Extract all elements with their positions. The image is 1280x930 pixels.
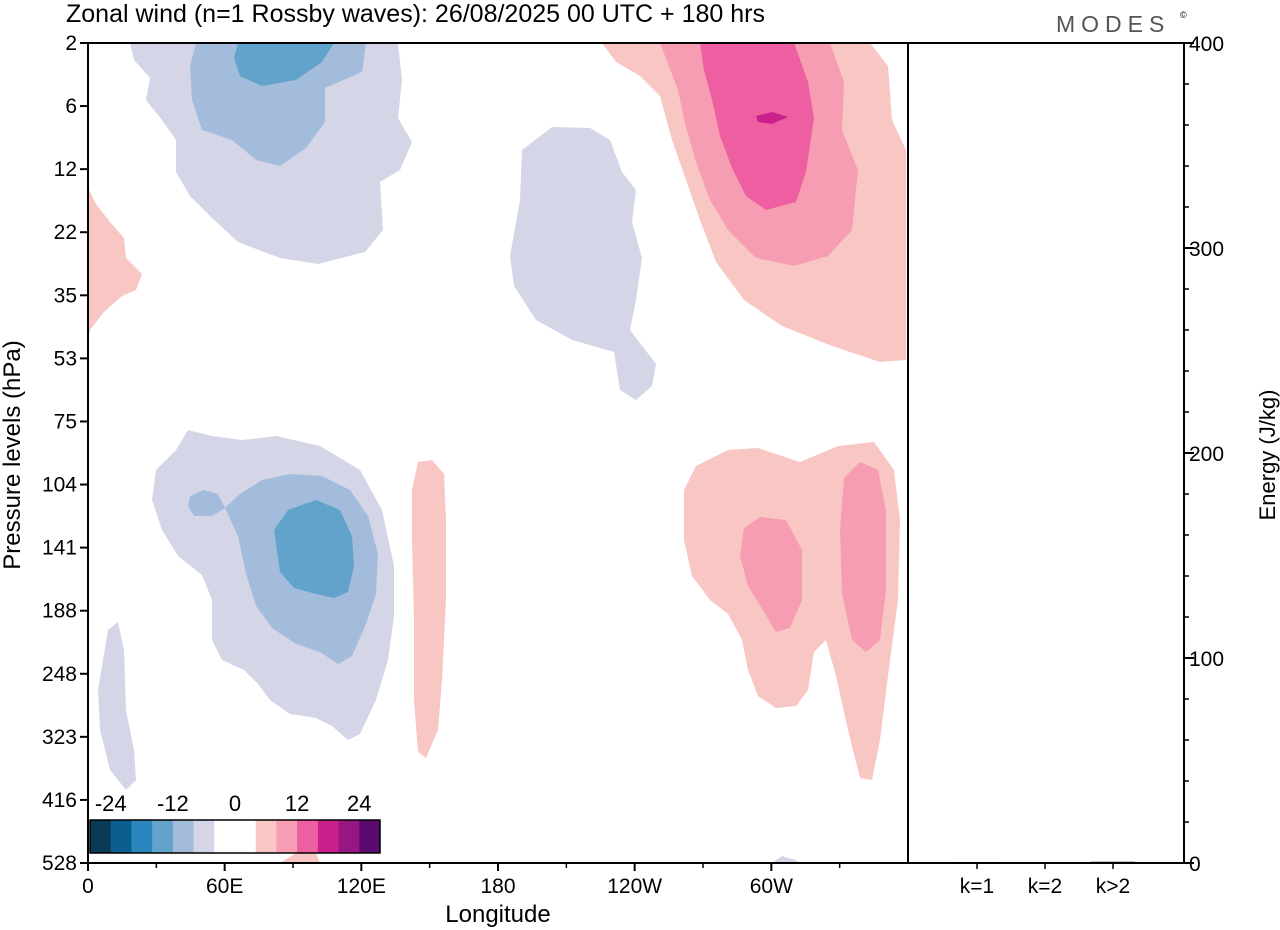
- colorbar-label: -12: [157, 791, 189, 816]
- colorbar-swatch: [131, 820, 153, 853]
- energy-category-label: k>2: [1096, 875, 1130, 898]
- contour-neg-left-edge-streak: [98, 622, 136, 790]
- contour-pos-upper-right-12: [700, 43, 814, 210]
- colorbar-label: -24: [95, 791, 127, 816]
- y-tick-label: 53: [54, 347, 77, 370]
- colorbar-swatch: [152, 820, 174, 853]
- contour-neg-bottom-small: [772, 856, 798, 863]
- contour-neg-upper-left-12: [234, 43, 334, 86]
- energy-axis-label: Energy (J/kg): [1255, 390, 1280, 521]
- colorbar-swatch: [255, 820, 277, 853]
- y-tick-label: 75: [54, 410, 77, 433]
- x-tick-label: 120E: [337, 875, 386, 898]
- colorbar-swatch: [276, 820, 298, 853]
- colorbar-swatch: [359, 820, 381, 853]
- y-axis: 2 6 12 22 35 53 75 104 141 188 248 323 416 528: [42, 32, 88, 875]
- colorbar-label: 12: [285, 791, 309, 816]
- energy-bars: k=1 k=2 k>2: [955, 861, 1135, 898]
- y-tick-label: 35: [54, 284, 77, 307]
- y-tick-label: 104: [42, 474, 77, 497]
- energy-bar: [1023, 862, 1067, 864]
- colorbar-swatch: [172, 820, 195, 853]
- colorbar-swatch: [214, 820, 236, 853]
- colorbar-frame: [89, 819, 381, 854]
- colorbar-swatch: [338, 820, 360, 853]
- x-tick-label: 60W: [750, 875, 793, 898]
- energy-axis: 0 100 200 300 400: [1184, 33, 1224, 876]
- y-tick-label: 22: [54, 221, 77, 244]
- contour-pos-lower-middle: [412, 460, 446, 758]
- energy-bar: [1091, 861, 1135, 863]
- colorbar-swatch: [193, 820, 215, 853]
- x-tick-label: 180: [480, 875, 515, 898]
- y-axis-label: Pressure levels (hPa): [0, 340, 26, 569]
- energy-tick-label: 300: [1189, 238, 1224, 261]
- colorbar: -24 -12 0 12 24: [89, 791, 381, 854]
- contour-field: [88, 43, 906, 863]
- energy-tick-label: 100: [1189, 648, 1224, 671]
- y-tick-label: 141: [42, 537, 77, 560]
- logo-copyright-mark: ©: [1180, 10, 1187, 20]
- y-tick-label: 528: [42, 852, 77, 875]
- energy-category-label: k=2: [1028, 875, 1062, 898]
- colorbar-label: 24: [347, 791, 371, 816]
- contour-pos-upper-right-16: [756, 112, 788, 124]
- y-tick-label: 248: [42, 663, 77, 686]
- y-tick-label: 2: [65, 32, 77, 55]
- x-tick-label: 120W: [607, 875, 662, 898]
- contour-neg-lower-left-small: [188, 490, 225, 516]
- y-tick-label: 12: [54, 158, 77, 181]
- colorbar-swatch: [297, 820, 319, 853]
- x-tick-label: 60E: [206, 875, 243, 898]
- energy-tick-label: 400: [1189, 33, 1224, 56]
- colorbar-swatch: [110, 820, 132, 853]
- colorbar-label: 0: [229, 791, 241, 816]
- x-axis: 0 60E 120E 180 120W 60W: [82, 863, 841, 898]
- contour-pos-lower-right-8a: [740, 517, 802, 632]
- y-tick-label: 188: [42, 600, 77, 623]
- y-tick-label: 323: [42, 726, 77, 749]
- x-axis-label: Longitude: [445, 901, 550, 928]
- contour-pos-bottom-small: [280, 853, 320, 863]
- energy-bar: [955, 861, 999, 863]
- contour-neg-upper-left-8: [190, 43, 366, 166]
- energy-panel-frame: [907, 42, 1185, 864]
- contour-neg-upper-middle: [510, 127, 656, 400]
- x-tick-label: 0: [82, 875, 94, 898]
- contour-pos-lower-right-8b: [840, 462, 886, 652]
- energy-tick-label: 200: [1189, 443, 1224, 466]
- colorbar-swatch: [235, 820, 257, 853]
- colorbar-swatch: [90, 820, 112, 853]
- y-tick-label: 6: [65, 95, 77, 118]
- y-tick-label: 416: [42, 789, 77, 812]
- energy-tick-label: 0: [1189, 853, 1201, 876]
- contour-neg-lower-left-12: [274, 500, 354, 598]
- energy-category-label: k=1: [960, 875, 994, 898]
- contour-pos-left-edge: [88, 188, 142, 340]
- chart-title: Zonal wind (n=1 Rossby waves): 26/08/202…: [66, 0, 765, 28]
- modes-logo: MODES: [1056, 11, 1170, 37]
- colorbar-swatch: [317, 820, 340, 853]
